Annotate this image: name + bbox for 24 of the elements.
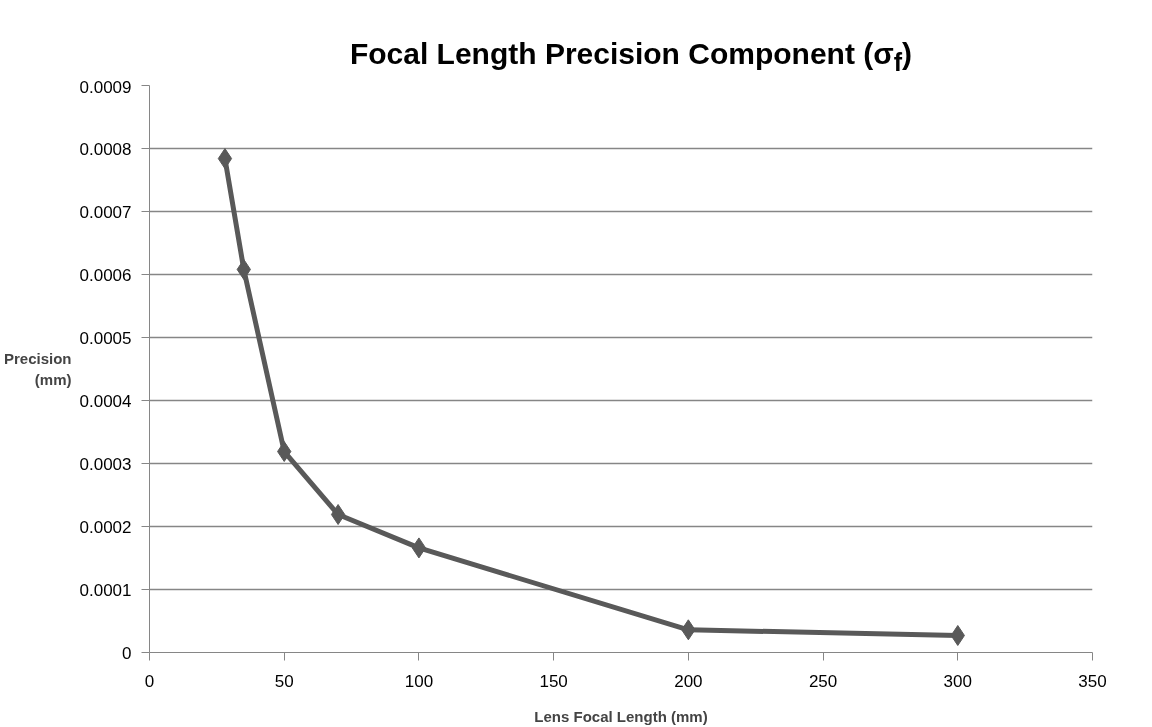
x-tick-label: 100 bbox=[404, 671, 434, 691]
point bbox=[217, 148, 233, 170]
y-tick-label: 0.0007 bbox=[79, 202, 132, 222]
y-tick-label: 0.0003 bbox=[79, 454, 132, 474]
y-tick-label: 0.0005 bbox=[79, 328, 132, 348]
x-tick-label: 0 bbox=[144, 671, 155, 691]
y-tick-label: 0 bbox=[122, 643, 132, 663]
y-tick-label: 0.0004 bbox=[79, 391, 132, 411]
y-tick-label: 0.0008 bbox=[79, 139, 132, 159]
point bbox=[411, 537, 427, 559]
x-tick-label: 350 bbox=[1078, 671, 1107, 691]
x-tick-label: 200 bbox=[674, 671, 703, 691]
x-tick-label: 50 bbox=[274, 671, 294, 691]
x-tick-label: 150 bbox=[539, 671, 568, 691]
y-tick-label: 0.0006 bbox=[79, 265, 132, 285]
x-tick-label: 250 bbox=[808, 671, 838, 691]
chart-title: Focal Length Precision Component (σ$_{f}$) bbox=[349, 36, 913, 78]
y-tick-label: 0.0009 bbox=[79, 77, 132, 97]
x-tick-label: 300 bbox=[943, 671, 972, 691]
point bbox=[330, 504, 346, 526]
y-tick-label: 0.0002 bbox=[79, 517, 132, 537]
x-axis-title: Lens Focal Length (mm) bbox=[534, 707, 708, 725]
y-axis-title: Precision (mm) bbox=[3, 350, 72, 388]
y-tick-label: 0.0001 bbox=[79, 580, 132, 600]
